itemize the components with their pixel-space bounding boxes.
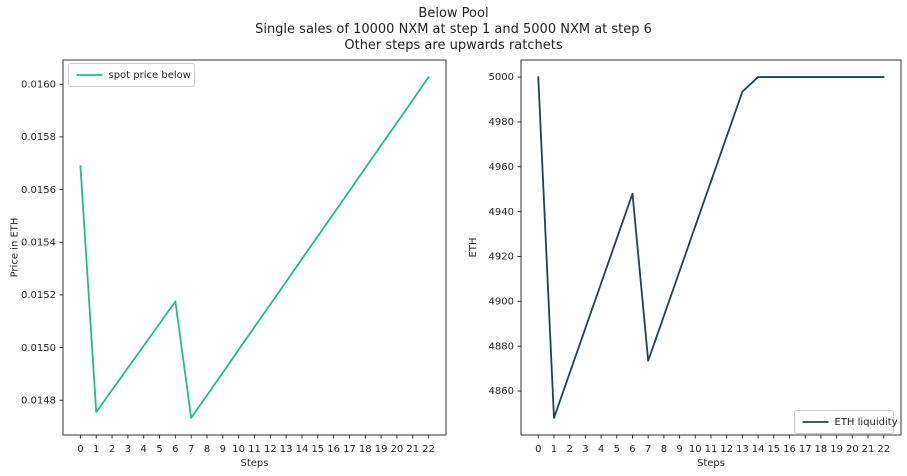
x-tick-label: 21 [862, 444, 875, 455]
x-tick-label: 4 [598, 444, 604, 455]
figure-title: Below Pool Single sales of 10000 NXM at … [0, 6, 907, 54]
x-tick-label: 5 [156, 444, 162, 455]
title-line-2: Single sales of 10000 NXM at step 1 and … [255, 22, 652, 37]
x-tick-label: 16 [327, 444, 340, 455]
x-tick-label: 22 [877, 444, 890, 455]
y-tick-label: 4960 [489, 162, 514, 173]
x-tick-label: 6 [629, 444, 635, 455]
y-tick-label: 0.0152 [21, 290, 56, 301]
axes-frame [520, 59, 902, 436]
legend-frame [794, 410, 894, 434]
x-tick-label: 7 [188, 444, 194, 455]
x-tick-label: 8 [661, 444, 667, 455]
legend-frame [68, 63, 195, 87]
x-tick-label: 21 [406, 444, 419, 455]
x-tick-label: 1 [551, 444, 557, 455]
x-tick-label: 18 [359, 444, 372, 455]
y-tick-label: 0.0148 [21, 395, 56, 406]
x-tick-label: 16 [783, 444, 796, 455]
title-line-3: Other steps are upwards ratchets [344, 38, 563, 53]
x-tick-label: 2 [109, 444, 115, 455]
x-tick-label: 13 [736, 444, 749, 455]
y-tick-label: 4920 [489, 252, 514, 263]
x-tick-label: 19 [830, 444, 843, 455]
x-tick-label: 12 [720, 444, 733, 455]
eth-liquidity-chart-line [537, 76, 885, 419]
y-tick-label: 4980 [489, 117, 514, 128]
x-tick-label: 15 [311, 444, 324, 455]
y-tick-label: 4860 [489, 386, 514, 397]
y-tick-label: 4940 [489, 207, 514, 218]
legend-label: spot price below [109, 70, 191, 81]
x-tick-label: 11 [705, 444, 718, 455]
y-tick-label: 0.0150 [21, 343, 56, 354]
x-tick-label: 11 [248, 444, 261, 455]
x-tick-label: 17 [343, 444, 356, 455]
x-tick-label: 17 [799, 444, 812, 455]
x-tick-label: 5 [614, 444, 620, 455]
x-tick-label: 10 [689, 444, 702, 455]
x-axis-label: Steps [697, 458, 725, 469]
x-tick-label: 14 [752, 444, 765, 455]
legend: ETH liquidity [794, 410, 898, 434]
x-axis-label: Steps [241, 458, 269, 469]
spot-price-chart-line [79, 76, 430, 419]
x-tick-label: 14 [296, 444, 309, 455]
y-tick-label: 0.0156 [21, 185, 56, 196]
x-tick-label: 0 [77, 444, 83, 455]
x-tick-label: 19 [375, 444, 388, 455]
x-axis: 0 1 2 3 4 5 6 7 8 9 10 11 12 13 14 15 16 17 18 19 20 21 22 [77, 435, 435, 455]
x-tick-label: 3 [125, 444, 131, 455]
x-tick-label: 0 [535, 444, 541, 455]
y-tick-label: 0.0158 [21, 132, 56, 143]
x-tick-label: 2 [566, 444, 572, 455]
spot-price-chart: 0 1 2 3 4 5 6 7 8 9 10 11 12 13 14 15 16 17 18 19 20 21 220.01… [10, 59, 447, 469]
title-line-1: Below Pool [418, 6, 489, 21]
x-tick-label: 1 [93, 444, 99, 455]
y-tick-label: 0.0160 [21, 79, 56, 90]
x-tick-label: 6 [172, 444, 178, 455]
x-tick-label: 20 [846, 444, 859, 455]
x-tick-label: 3 [582, 444, 588, 455]
x-axis: 0 1 2 3 4 5 6 7 8 9 10 11 12 13 14 15 16 17 18 19 20 21 22 [535, 435, 890, 455]
y-axis-label: Price in ETH [10, 218, 21, 278]
x-tick-label: 7 [645, 444, 651, 455]
y-axis: 0.0148 0.0150 0.0152 0.0154 0.0156 0.0158 0.01… [21, 79, 63, 406]
x-tick-label: 9 [220, 444, 226, 455]
eth-liquidity-chart: 0 1 2 3 4 5 6 7 8 9 10 11 12 13 14 15 16 17 18 19 20 21 224860… [468, 59, 902, 469]
x-tick-label: 9 [676, 444, 682, 455]
x-tick-label: 18 [815, 444, 828, 455]
legend-label: ETH liquidity [835, 417, 898, 428]
x-tick-label: 13 [280, 444, 293, 455]
y-axis: 4860 4880 4900 4920 4940 4960 4980 5000 [489, 72, 521, 397]
x-tick-label: 22 [422, 444, 435, 455]
x-tick-label: 15 [767, 444, 780, 455]
x-tick-label: 8 [204, 444, 210, 455]
x-tick-label: 12 [264, 444, 277, 455]
y-tick-label: 5000 [489, 72, 514, 83]
x-tick-label: 20 [391, 444, 404, 455]
y-axis-label: ETH [468, 238, 479, 258]
x-tick-label: 10 [232, 444, 245, 455]
y-tick-label: 0.0154 [21, 237, 56, 248]
y-tick-label: 4880 [489, 341, 514, 352]
x-tick-label: 4 [141, 444, 147, 455]
legend: spot price below [68, 63, 195, 87]
y-tick-label: 4900 [489, 297, 514, 308]
